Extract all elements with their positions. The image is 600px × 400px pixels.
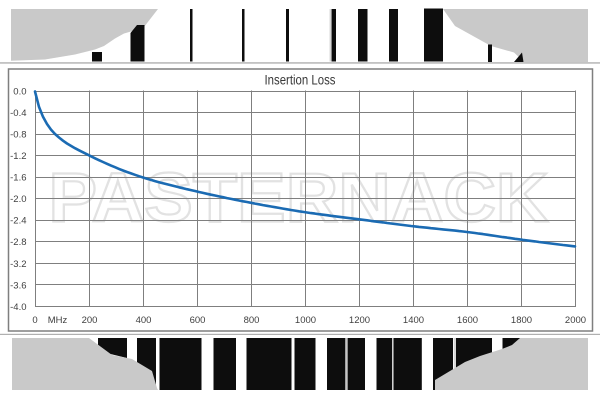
- svg-text:-0.8: -0.8: [10, 130, 26, 141]
- svg-text:0: 0: [32, 315, 37, 326]
- svg-text:1800: 1800: [511, 315, 532, 326]
- svg-text:PASTERNACK: PASTERNACK: [49, 159, 549, 237]
- svg-text:MHz: MHz: [48, 315, 68, 326]
- svg-text:-1.6: -1.6: [10, 173, 26, 184]
- svg-text:2000: 2000: [565, 315, 586, 326]
- svg-text:1200: 1200: [349, 315, 370, 326]
- svg-text:200: 200: [82, 315, 98, 326]
- svg-text:-2.0: -2.0: [10, 194, 26, 205]
- svg-text:-4.0: -4.0: [10, 302, 26, 313]
- svg-text:800: 800: [244, 315, 260, 326]
- svg-text:-3.2: -3.2: [10, 259, 26, 270]
- svg-text:-3.6: -3.6: [10, 280, 26, 291]
- svg-text:600: 600: [190, 315, 206, 326]
- svg-text:1400: 1400: [403, 315, 424, 326]
- svg-text:400: 400: [136, 315, 152, 326]
- svg-text:-2.4: -2.4: [10, 216, 26, 227]
- svg-text:0.0: 0.0: [13, 86, 26, 97]
- svg-text:-1.2: -1.2: [10, 151, 26, 162]
- svg-text:1000: 1000: [295, 315, 316, 326]
- svg-text:-2.8: -2.8: [10, 237, 26, 248]
- svg-text:Insertion Loss: Insertion Loss: [265, 73, 336, 88]
- svg-text:1600: 1600: [457, 315, 478, 326]
- svg-text:-0.4: -0.4: [10, 108, 26, 119]
